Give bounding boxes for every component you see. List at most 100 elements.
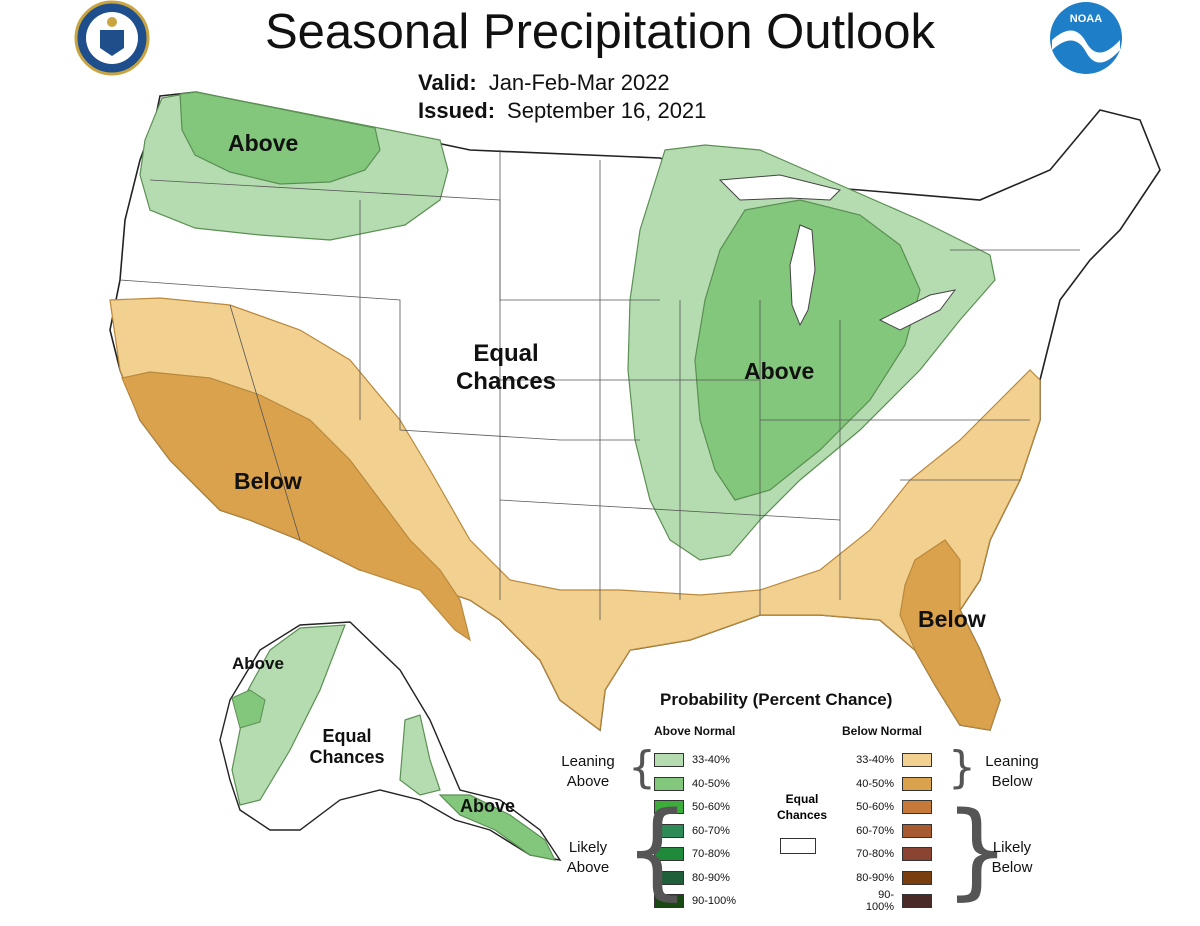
issued-label: Issued: bbox=[418, 98, 496, 123]
legend-below-swatch bbox=[902, 823, 932, 838]
valid-line: Valid: Jan-Feb-Mar 2022 bbox=[418, 70, 670, 96]
legend-below-row: 70-80% bbox=[854, 846, 932, 862]
brace-leaning-below: } bbox=[948, 742, 976, 793]
valid-label: Valid: bbox=[418, 70, 477, 95]
map-label-southeast: Below bbox=[918, 606, 986, 632]
legend-above-swatch bbox=[654, 870, 684, 885]
legend-below-row: 60-70% bbox=[854, 823, 932, 839]
leaning-below-line1: Leaning bbox=[985, 753, 1039, 770]
leaning-above-line1: Leaning bbox=[561, 753, 615, 770]
equal-chances-line1: Equal bbox=[785, 792, 819, 806]
legend-above-row: 90-100% bbox=[654, 893, 736, 909]
department-of-commerce-seal-icon bbox=[74, 0, 150, 76]
legend-equal-chances-label: Equal Chances bbox=[770, 792, 834, 823]
equal-chances-line2: Chances bbox=[776, 807, 828, 822]
lake-superior bbox=[718, 174, 841, 201]
state-lines bbox=[119, 150, 1080, 620]
alaska-panhandle-above bbox=[438, 794, 557, 861]
likely-above-line2: Above bbox=[566, 858, 610, 876]
issued-value: September 16, 2021 bbox=[507, 98, 707, 123]
legend-below-header: Below Normal bbox=[842, 724, 923, 738]
brace-likely-below: } bbox=[944, 789, 1011, 911]
legend-above-percent: 50-60% bbox=[692, 801, 730, 813]
legend-above-percent: 70-80% bbox=[692, 848, 730, 860]
legend-below-row: 90-100% bbox=[854, 889, 932, 913]
likely-below-line2: Below bbox=[991, 858, 1033, 876]
legend-below-swatch bbox=[902, 870, 932, 885]
legend-above-row: 80-90% bbox=[654, 870, 730, 886]
legend-below-percent: 33-40% bbox=[856, 754, 894, 766]
legend-above-row: 33-40% bbox=[654, 752, 730, 768]
legend-below-row: 80-90% bbox=[854, 870, 932, 886]
legend-above-row: 70-80% bbox=[654, 846, 730, 862]
issued-line: Issued: September 16, 2021 bbox=[418, 98, 706, 124]
legend-likely-above: Likely Above bbox=[548, 838, 628, 877]
legend-below-row: 40-50% bbox=[854, 776, 932, 792]
legend-above-header: Above Normal bbox=[654, 724, 736, 738]
map-label-southwest: Below bbox=[234, 468, 302, 494]
map-label-alaska-equal-chances: Equal Chances bbox=[300, 726, 394, 767]
legend-likely-below: Likely Below bbox=[972, 838, 1052, 877]
lake-erie bbox=[878, 289, 957, 331]
legend-above-swatch bbox=[654, 823, 684, 838]
legend-above-swatch bbox=[654, 847, 684, 861]
brace-likely-above: { bbox=[624, 789, 691, 911]
southeast-below-core bbox=[899, 539, 1001, 731]
legend-above-percent: 60-70% bbox=[692, 824, 730, 837]
map-label-alaska-west: Above bbox=[232, 654, 284, 673]
map-label-equal-chances: Equal Chances bbox=[446, 340, 566, 395]
alaska-west-above-region bbox=[231, 624, 346, 806]
legend-below-percent: 50-60% bbox=[856, 801, 894, 813]
midwest-above-core bbox=[694, 199, 921, 501]
legend-above-percent: 40-50% bbox=[692, 777, 730, 790]
map-label-alaska-equal-line1: Equal bbox=[322, 726, 372, 746]
legend-below-swatch bbox=[902, 800, 932, 814]
legend-leaning-above: Leaning Above bbox=[548, 752, 628, 791]
legend-above-swatch bbox=[654, 894, 684, 908]
southwest-below-core bbox=[121, 371, 471, 642]
brace-leaning-above: { bbox=[628, 742, 656, 793]
legend-above-row: 60-70% bbox=[654, 823, 730, 839]
page-title: Seasonal Precipitation Outlook bbox=[264, 5, 936, 59]
map-label-midwest: Above bbox=[744, 358, 815, 384]
legend-above-row: 40-50% bbox=[654, 776, 730, 792]
legend-below-percent: 80-90% bbox=[856, 871, 894, 884]
alaska-southeast-above-region bbox=[399, 714, 441, 796]
leaning-above-line2: Above bbox=[566, 772, 610, 790]
likely-above-line1: Likely bbox=[568, 839, 608, 856]
alaska-west-above-core bbox=[231, 689, 266, 729]
legend-above-percent: 33-40% bbox=[692, 754, 730, 766]
nw-above-core bbox=[179, 91, 381, 185]
legend-leaning-below: Leaning Below bbox=[972, 752, 1052, 791]
legend-above-swatch bbox=[654, 776, 684, 791]
legend-above-swatch bbox=[654, 800, 684, 814]
legend-above-row: 50-60% bbox=[654, 799, 730, 815]
likely-below-line1: Likely bbox=[992, 839, 1032, 856]
legend-below-percent: 60-70% bbox=[856, 824, 894, 837]
map-label-equal-line2: Chances bbox=[455, 367, 557, 395]
lake-michigan bbox=[789, 224, 816, 327]
legend-below-percent: 70-80% bbox=[856, 848, 894, 860]
legend-title: Probability (Percent Chance) bbox=[660, 690, 893, 709]
legend-below-percent: 40-50% bbox=[856, 777, 894, 790]
legend-above-swatch bbox=[654, 753, 684, 767]
legend-above-percent: 80-90% bbox=[692, 871, 730, 884]
noaa-logo-icon: NOAA bbox=[1050, 2, 1122, 74]
legend-below-swatch bbox=[902, 776, 932, 791]
valid-value: Jan-Feb-Mar 2022 bbox=[488, 70, 670, 95]
legend-below-swatch bbox=[902, 753, 932, 767]
map-label-equal-line1: Equal bbox=[473, 340, 539, 367]
map-label-alaska-southeast: Above bbox=[460, 796, 516, 816]
map-label-northwest: Above bbox=[228, 130, 299, 156]
noaa-text: NOAA bbox=[1070, 13, 1102, 25]
legend-below-swatch bbox=[902, 847, 932, 861]
leaning-below-line2: Below bbox=[991, 772, 1033, 790]
legend-below-row: 50-60% bbox=[854, 799, 932, 815]
legend-below-row: 33-40% bbox=[854, 752, 932, 768]
legend-equal-chances-swatch bbox=[780, 838, 816, 854]
legend-above-percent: 90-100% bbox=[692, 895, 737, 907]
legend-below-percent: 90-100% bbox=[865, 889, 894, 913]
legend-below-swatch bbox=[902, 894, 932, 908]
map-label-alaska-equal-line2: Chances bbox=[309, 746, 385, 767]
